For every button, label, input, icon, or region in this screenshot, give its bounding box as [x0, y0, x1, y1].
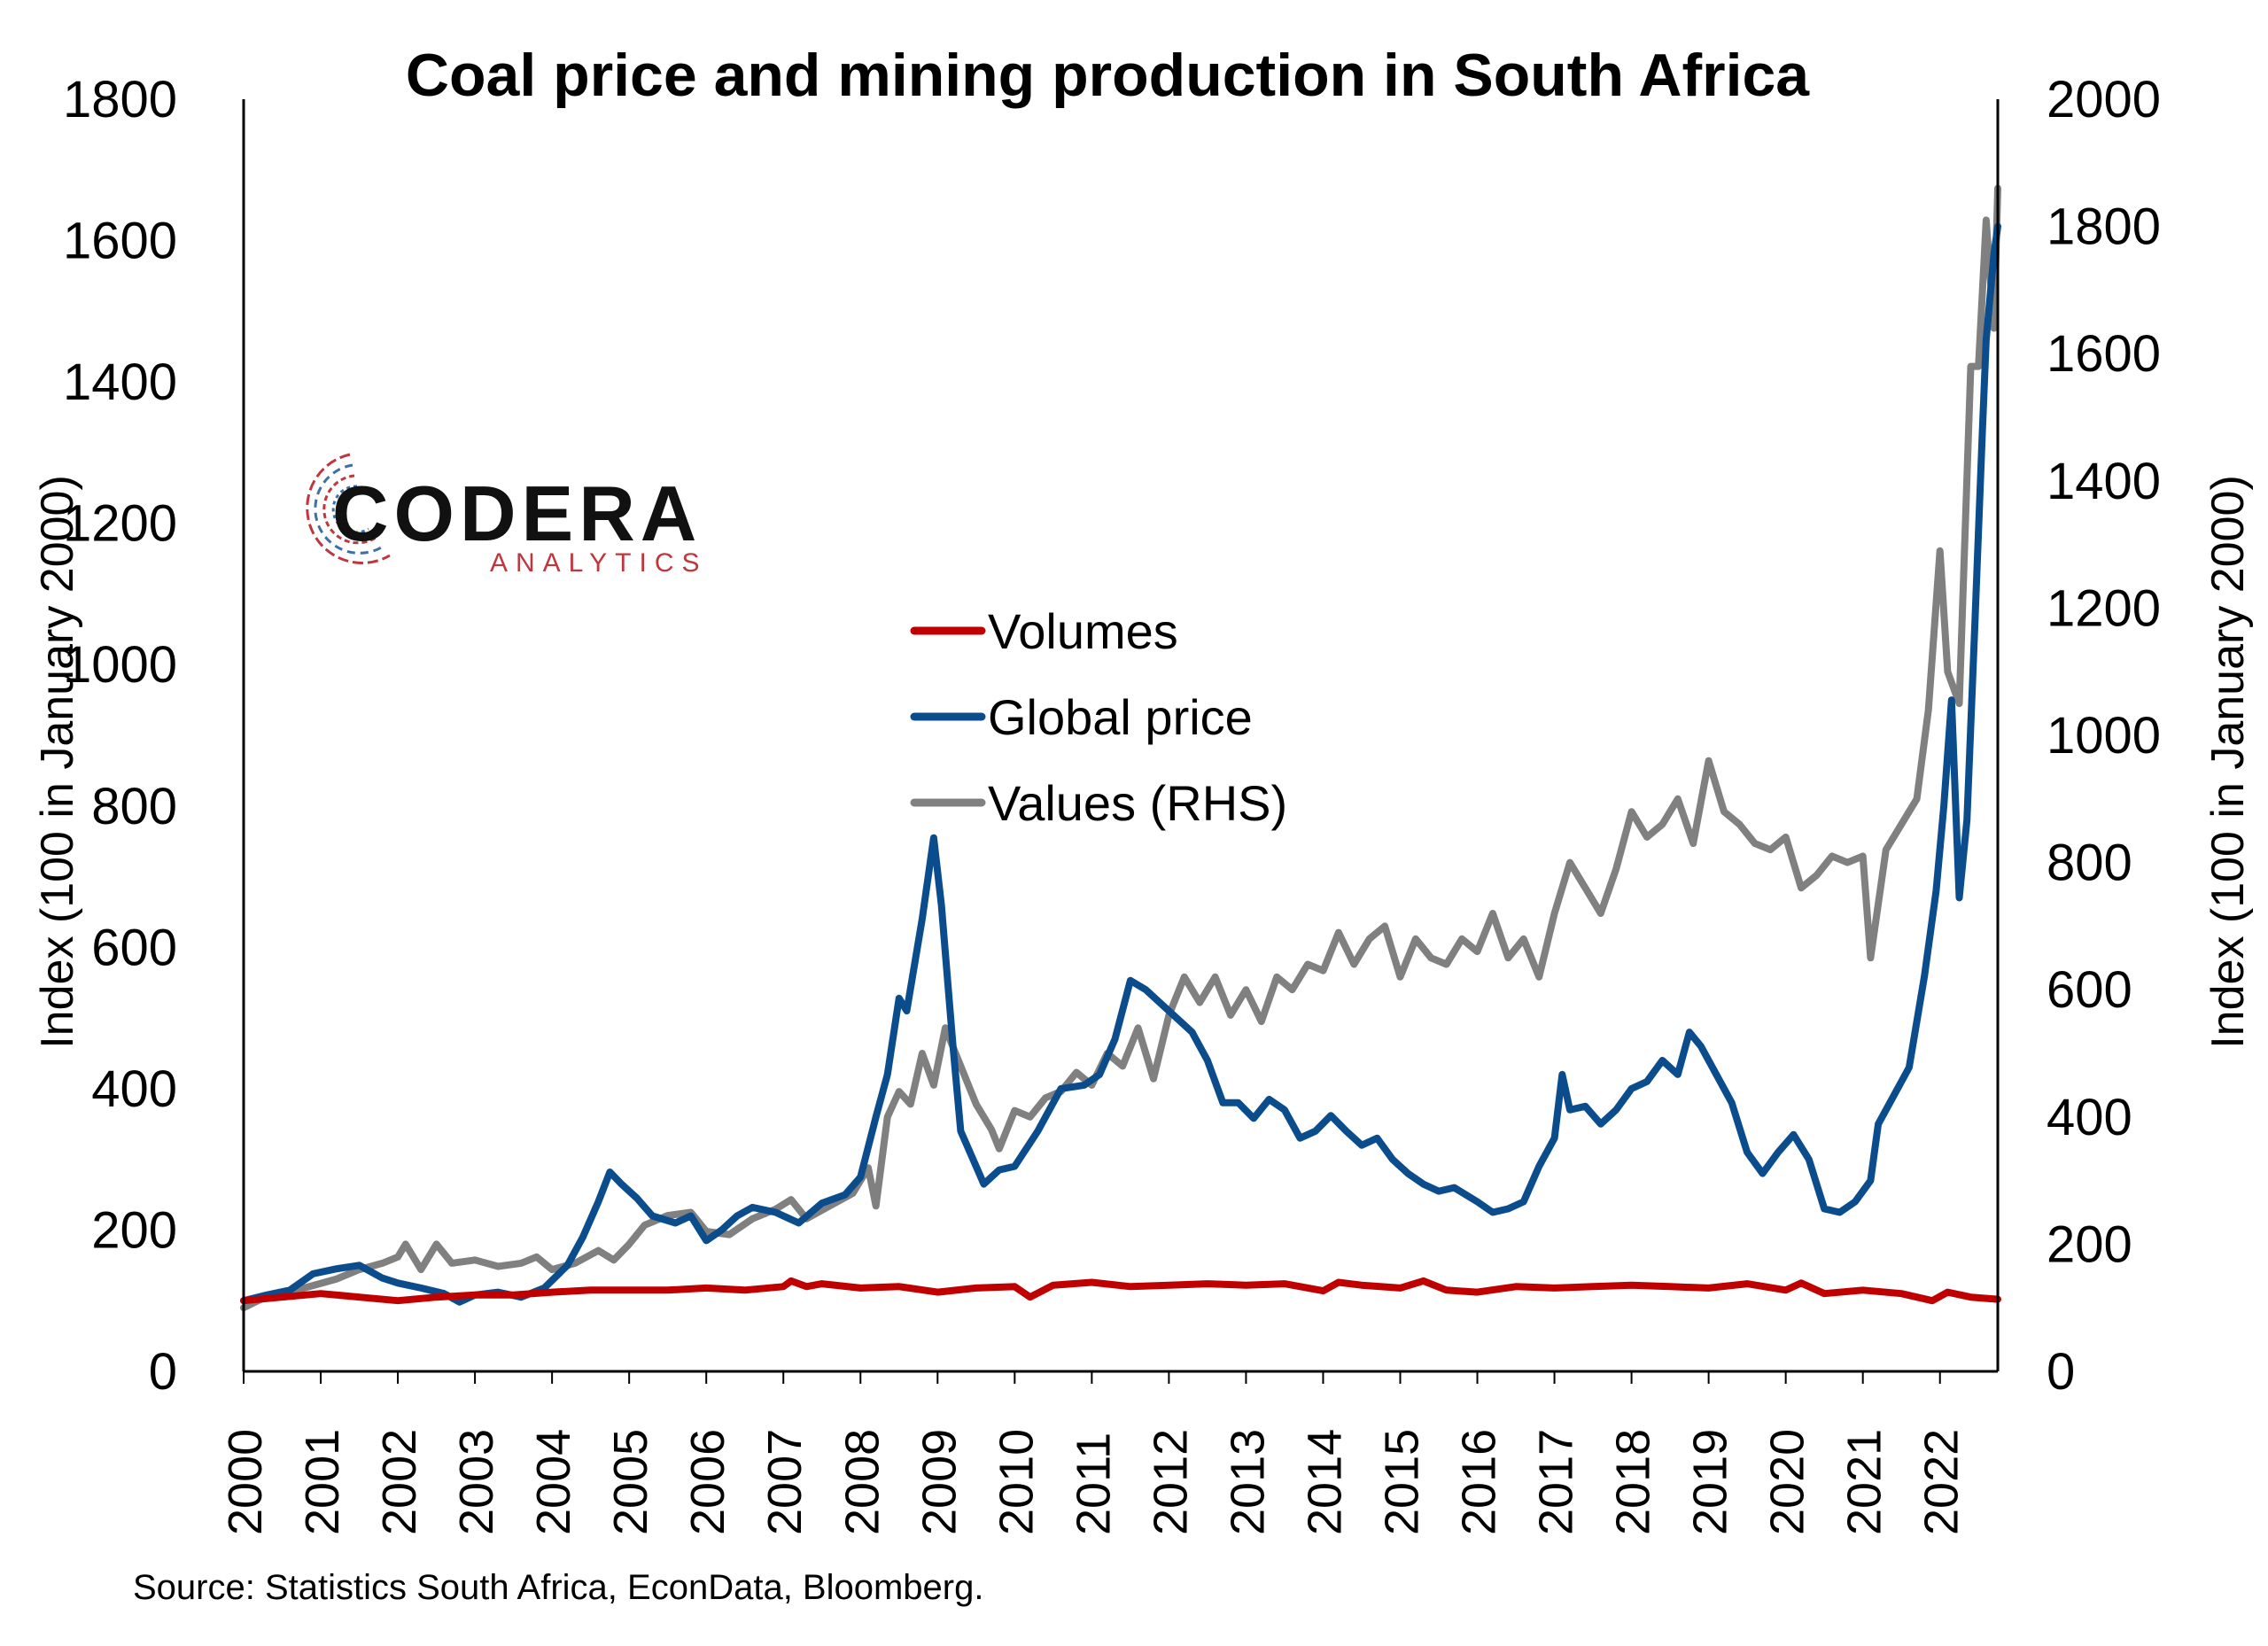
series-line-volumes [240, 1277, 2001, 1305]
y-right-tick-label: 1800 [2047, 198, 2161, 256]
x-tick-label: 2011 [1067, 1432, 1120, 1535]
legend-label: Global price [988, 689, 1253, 745]
legend-label: Values (RHS) [988, 775, 1287, 831]
y-right-tick-label: 800 [2047, 835, 2132, 892]
y-right-tick-label: 1400 [2047, 453, 2161, 510]
y-right-tick-label: 2000 [2047, 71, 2161, 128]
y-left-tick-label: 1400 [63, 353, 177, 411]
y-right-tick-label: 1600 [2047, 325, 2161, 383]
x-tick-label: 2003 [450, 1429, 503, 1535]
y-right-tick-label: 0 [2047, 1343, 2075, 1401]
y-left-tick-label: 800 [91, 778, 177, 835]
x-tick-label: 2016 [1453, 1429, 1506, 1535]
y-axis-right-label: Index (100 in January 2000) [2202, 475, 2254, 1049]
x-tick-label: 2017 [1530, 1429, 1583, 1535]
x-tick-label: 2010 [990, 1429, 1043, 1535]
x-tick-label: 2019 [1684, 1429, 1737, 1535]
y-left-tick-label: 1200 [63, 495, 177, 553]
legend-label: Volumes [988, 603, 1178, 659]
x-tick-label: 2022 [1915, 1429, 1969, 1535]
y-left-tick-label: 0 [149, 1343, 177, 1401]
y-axis-left-label: Index (100 in January 2000) [32, 475, 83, 1049]
codera-logo: CODERA ANALYTICS [306, 453, 708, 578]
logo-wordmark: CODERA [332, 470, 702, 557]
y-right-tick-label: 200 [2047, 1215, 2132, 1273]
y-right-tick-label: 1200 [2047, 579, 2161, 637]
y-left-tick-label: 200 [91, 1201, 177, 1259]
x-tick-label: 2014 [1298, 1429, 1351, 1535]
x-tick-label: 2004 [527, 1429, 580, 1535]
logo-subtitle: ANALYTICS [490, 548, 708, 578]
y-left-tick-label: 1600 [63, 213, 177, 270]
x-tick-label: 2002 [373, 1429, 426, 1535]
source-note: Source: Statistics South Africa, EconDat… [133, 1568, 983, 1607]
axes: 0 200 400 600 800 1000 1200 1400 1600 1800 0 200 400… [63, 71, 2161, 1535]
series-line-values-rhs [240, 184, 2001, 1312]
x-tick-label: 2005 [604, 1429, 657, 1535]
x-tick-label: 2001 [296, 1429, 349, 1535]
y-left-tick-label: 600 [91, 919, 177, 976]
x-tick-label: 2015 [1375, 1429, 1428, 1535]
x-tick-label: 2018 [1607, 1429, 1660, 1535]
x-tick-label: 2021 [1838, 1429, 1891, 1535]
y-left-tick-label: 1800 [63, 71, 177, 128]
x-tick-label: 2006 [681, 1429, 734, 1535]
y-right-tick-label: 600 [2047, 961, 2132, 1019]
y-right-tick-label: 400 [2047, 1089, 2132, 1146]
legend: Volumes Global price Values (RHS) [910, 603, 1287, 831]
x-tick-label: 2009 [913, 1429, 966, 1535]
y-left-tick-label: 400 [91, 1060, 177, 1118]
series-line-global-price [240, 222, 2001, 1306]
logo-arc-icon [306, 453, 391, 564]
x-tick-label: 2008 [835, 1429, 889, 1535]
x-tick-label: 2012 [1144, 1429, 1197, 1535]
y-right-tick-label: 1000 [2047, 707, 2161, 765]
x-tick-label: 2000 [219, 1429, 272, 1535]
y-left-tick-label: 1000 [63, 636, 177, 694]
x-tick-label: 2020 [1761, 1429, 1814, 1535]
plot-series [240, 184, 2001, 1312]
chart-title: Coal price and mining production in Sout… [406, 42, 1810, 109]
x-tick-label: 2007 [758, 1429, 812, 1535]
x-tick-label: 2013 [1221, 1429, 1274, 1535]
